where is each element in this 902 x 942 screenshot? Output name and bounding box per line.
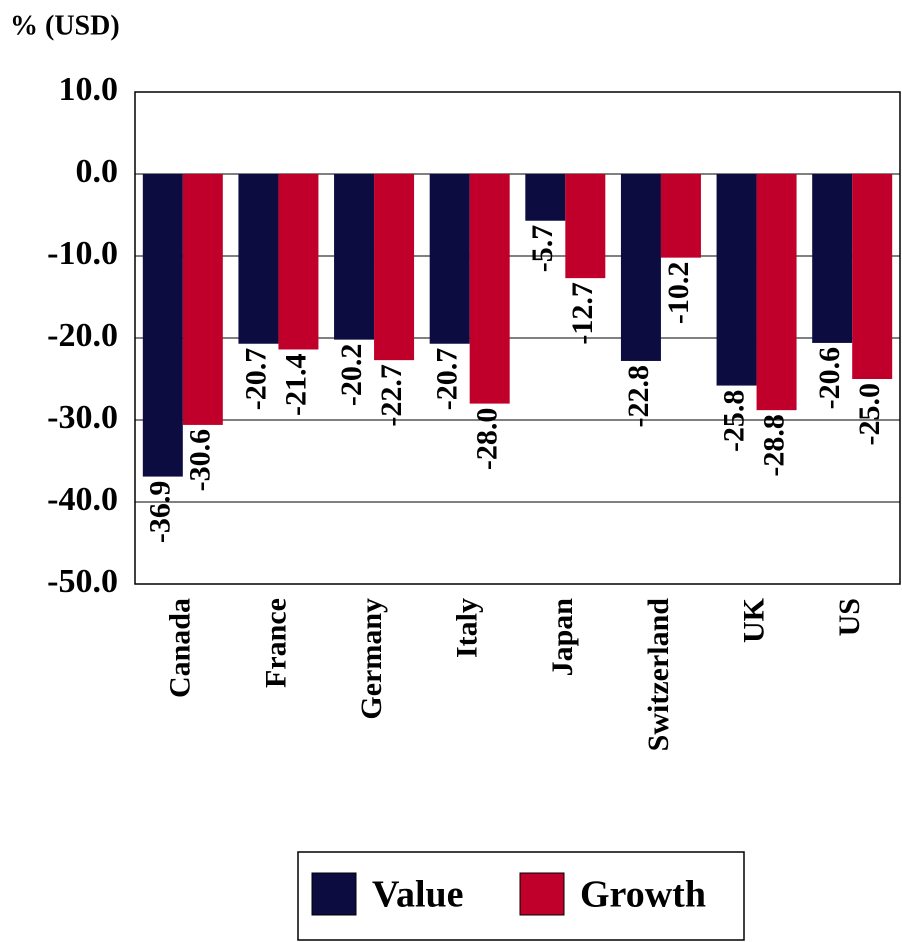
data-label: -12.7 <box>566 282 599 345</box>
plot-border <box>134 91 901 585</box>
data-label: -5.7 <box>526 225 559 272</box>
x-tick-label: US <box>833 598 866 636</box>
x-tick-label: UK <box>737 597 770 643</box>
x-tick-label: Germany <box>355 598 388 720</box>
x-tick-label: Canada <box>164 598 197 698</box>
legend-box <box>297 851 745 941</box>
data-label: -28.0 <box>471 408 504 471</box>
bar <box>525 174 566 221</box>
bar <box>278 174 319 350</box>
data-label: -25.8 <box>717 390 750 453</box>
y-tick-label: -10.0 <box>47 235 118 272</box>
x-tick-label: Switzerland <box>642 598 675 752</box>
bar <box>334 174 375 340</box>
bar <box>812 174 853 343</box>
data-label: -22.8 <box>622 365 655 428</box>
bar <box>238 174 279 344</box>
legend-swatch <box>311 872 357 916</box>
data-label: -30.6 <box>184 429 217 492</box>
legend-label: Growth <box>580 874 706 916</box>
data-label: -20.2 <box>335 344 368 407</box>
data-label: -20.7 <box>431 348 464 411</box>
y-tick-label: 10.0 <box>59 71 119 108</box>
bar <box>565 174 606 279</box>
y-tick-label: -20.0 <box>47 317 118 354</box>
bar <box>429 174 470 344</box>
legend-swatch <box>519 872 565 916</box>
y-tick-label: -50.0 <box>47 563 118 600</box>
bar <box>374 174 415 361</box>
legend-label: Value <box>372 874 464 916</box>
data-label: -20.7 <box>239 348 272 411</box>
bar <box>620 174 661 361</box>
bar <box>142 174 183 477</box>
y-axis-label: % (USD) <box>10 10 120 41</box>
x-tick-label: France <box>259 598 292 688</box>
bar <box>852 174 893 379</box>
y-tick-label: 0.0 <box>76 153 119 190</box>
data-label: -20.6 <box>813 347 846 410</box>
x-tick-label: Italy <box>451 598 484 658</box>
bar <box>182 174 223 425</box>
data-label: -36.9 <box>144 481 177 543</box>
bar <box>716 174 757 386</box>
bar <box>756 174 797 411</box>
y-tick-label: -40.0 <box>47 481 118 518</box>
data-label: -28.8 <box>757 414 790 477</box>
x-tick-label: Japan <box>546 598 579 677</box>
data-label: -22.7 <box>375 364 408 427</box>
data-label: -10.2 <box>662 262 695 325</box>
y-tick-label: -30.0 <box>47 399 118 436</box>
bar <box>660 174 701 258</box>
data-label: -25.0 <box>853 383 886 446</box>
data-label: -21.4 <box>279 353 312 416</box>
bar <box>469 174 510 404</box>
